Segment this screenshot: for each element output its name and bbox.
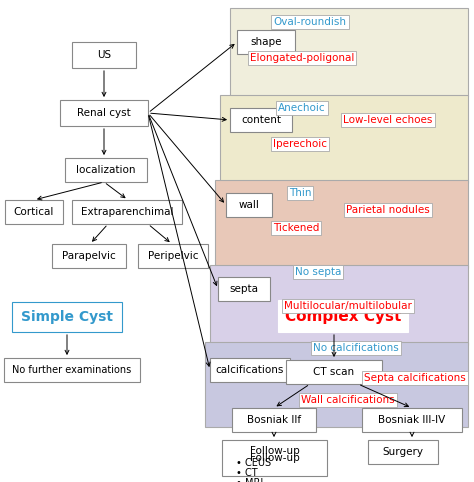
- Bar: [60, 100, 148, 126]
- Text: No further examinations: No further examinations: [12, 365, 132, 375]
- Bar: [215, 180, 468, 268]
- Text: Iperechoic: Iperechoic: [273, 139, 327, 149]
- Bar: [72, 200, 182, 224]
- Text: content: content: [241, 115, 281, 125]
- Bar: [210, 265, 468, 345]
- Text: Cortical: Cortical: [14, 207, 54, 217]
- Bar: [210, 358, 290, 382]
- Text: Multilocular/multilobular: Multilocular/multilobular: [284, 301, 412, 311]
- Text: Follow-up: Follow-up: [250, 446, 300, 456]
- Bar: [278, 300, 408, 332]
- Text: shape: shape: [250, 37, 282, 47]
- Bar: [138, 244, 208, 268]
- Text: Simple Cyst: Simple Cyst: [21, 310, 113, 324]
- Text: Bosniak III-IV: Bosniak III-IV: [378, 415, 446, 425]
- Text: wall: wall: [238, 200, 259, 210]
- Bar: [220, 95, 468, 183]
- Text: CT scan: CT scan: [313, 367, 355, 377]
- Bar: [368, 440, 438, 464]
- Text: Thin: Thin: [289, 188, 311, 198]
- Text: Follow-up: Follow-up: [250, 453, 300, 463]
- Bar: [4, 358, 140, 382]
- Text: Parapelvic: Parapelvic: [62, 251, 116, 261]
- Text: No calcifications: No calcifications: [313, 343, 399, 353]
- Bar: [362, 408, 462, 432]
- Text: Complex Cyst: Complex Cyst: [285, 308, 401, 323]
- Bar: [222, 440, 327, 476]
- Text: Peripelvic: Peripelvic: [148, 251, 198, 261]
- Text: localization: localization: [76, 165, 136, 175]
- Bar: [218, 277, 270, 301]
- Bar: [237, 30, 295, 54]
- Bar: [230, 8, 468, 96]
- Text: calcifications: calcifications: [216, 365, 284, 375]
- Bar: [52, 244, 126, 268]
- Text: Anechoic: Anechoic: [278, 103, 326, 113]
- Text: Septa calcifications: Septa calcifications: [364, 373, 466, 383]
- Bar: [232, 408, 316, 432]
- Text: Wall calcifications: Wall calcifications: [301, 395, 395, 405]
- Text: Surgery: Surgery: [383, 447, 423, 457]
- Text: US: US: [97, 50, 111, 60]
- Text: Parietal nodules: Parietal nodules: [346, 205, 430, 215]
- Bar: [72, 42, 136, 68]
- Bar: [205, 342, 468, 427]
- Text: Extraparenchimal: Extraparenchimal: [81, 207, 173, 217]
- Bar: [230, 108, 292, 132]
- Text: • CT: • CT: [236, 468, 258, 478]
- Text: Renal cyst: Renal cyst: [77, 108, 131, 118]
- Text: No septa: No septa: [295, 267, 341, 277]
- Text: Elongated-poligonal: Elongated-poligonal: [250, 53, 354, 63]
- Bar: [286, 360, 382, 384]
- Text: septa: septa: [229, 284, 258, 294]
- Text: Oval-roundish: Oval-roundish: [273, 17, 346, 27]
- Bar: [5, 200, 63, 224]
- Text: Bosniak IIf: Bosniak IIf: [247, 415, 301, 425]
- Bar: [226, 193, 272, 217]
- Bar: [65, 158, 147, 182]
- Bar: [12, 302, 122, 332]
- Text: Low-level echoes: Low-level echoes: [343, 115, 433, 125]
- Text: • CEUS: • CEUS: [236, 458, 271, 468]
- Text: Tickened: Tickened: [273, 223, 319, 233]
- Text: • MRI: • MRI: [236, 478, 263, 482]
